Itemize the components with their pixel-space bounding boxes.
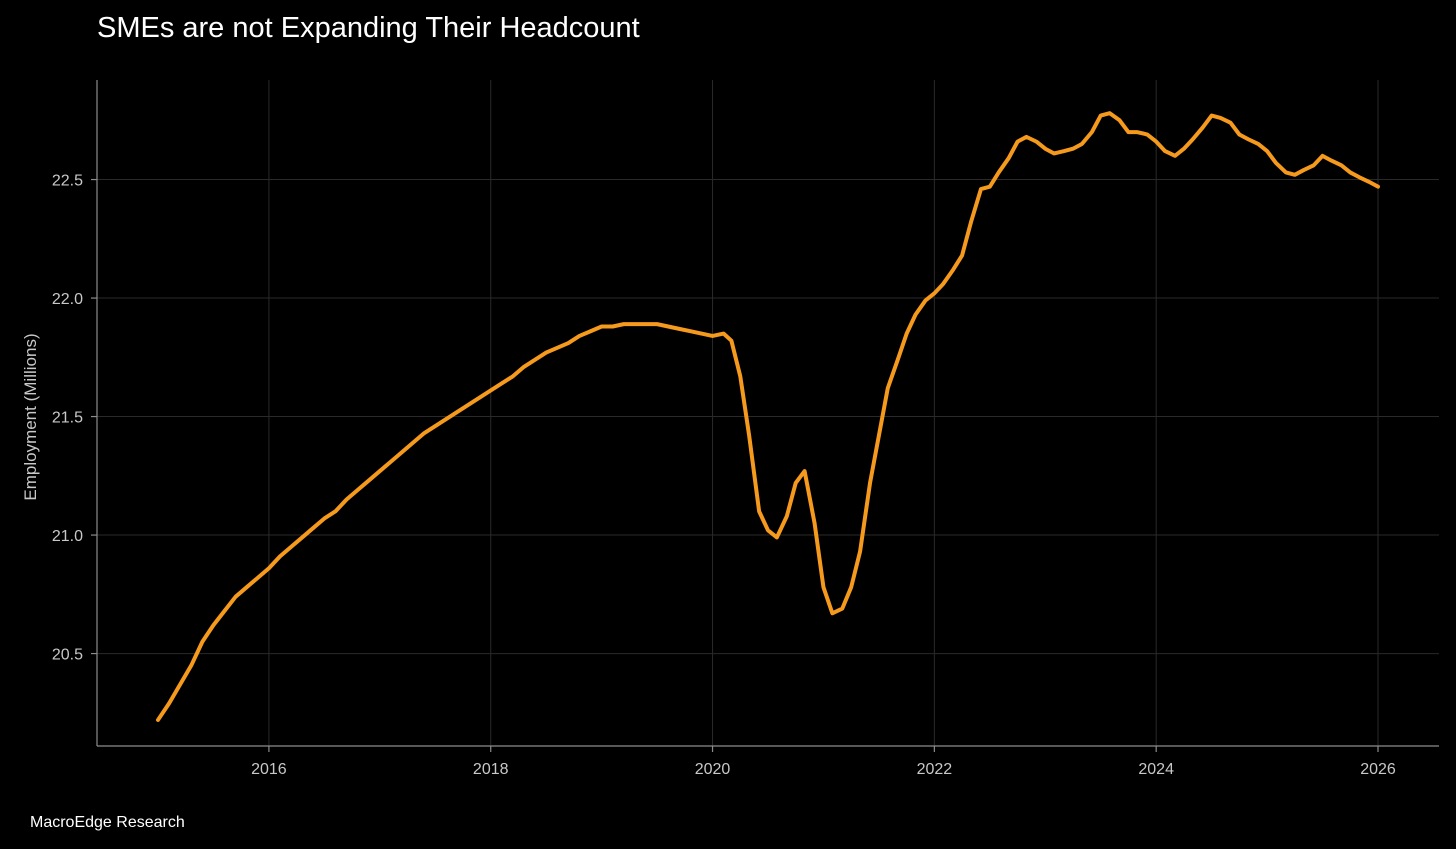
y-tick-label: 21.0 (52, 528, 83, 545)
x-tick-label: 2026 (1360, 761, 1396, 778)
chart-title: SMEs are not Expanding Their Headcount (97, 12, 640, 44)
y-axis-ticks: 20.5 21.0 21.5 22.0 22.5 (52, 173, 97, 664)
series-group (156, 111, 1380, 722)
x-tick-label: 2018 (473, 761, 509, 778)
x-tick-label: 2024 (1138, 761, 1174, 778)
source-label: MacroEdge Research (30, 814, 185, 831)
x-tick-label: 2020 (695, 761, 731, 778)
horizontal-gridlines (97, 179, 1439, 655)
series-line (156, 111, 1380, 722)
y-tick-label: 20.5 (52, 647, 83, 664)
y-tick-label: 22.0 (52, 291, 83, 308)
y-tick-label: 22.5 (52, 173, 83, 190)
x-tick-label: 2016 (251, 761, 287, 778)
x-axis-ticks: 2016 2018 2020 2022 2024 2026 (251, 746, 1396, 778)
y-tick-label: 21.5 (52, 410, 83, 427)
vertical-gridlines (268, 80, 1379, 746)
x-tick-label: 2022 (917, 761, 953, 778)
y-axis-title: Employment (Millions) (21, 333, 40, 500)
